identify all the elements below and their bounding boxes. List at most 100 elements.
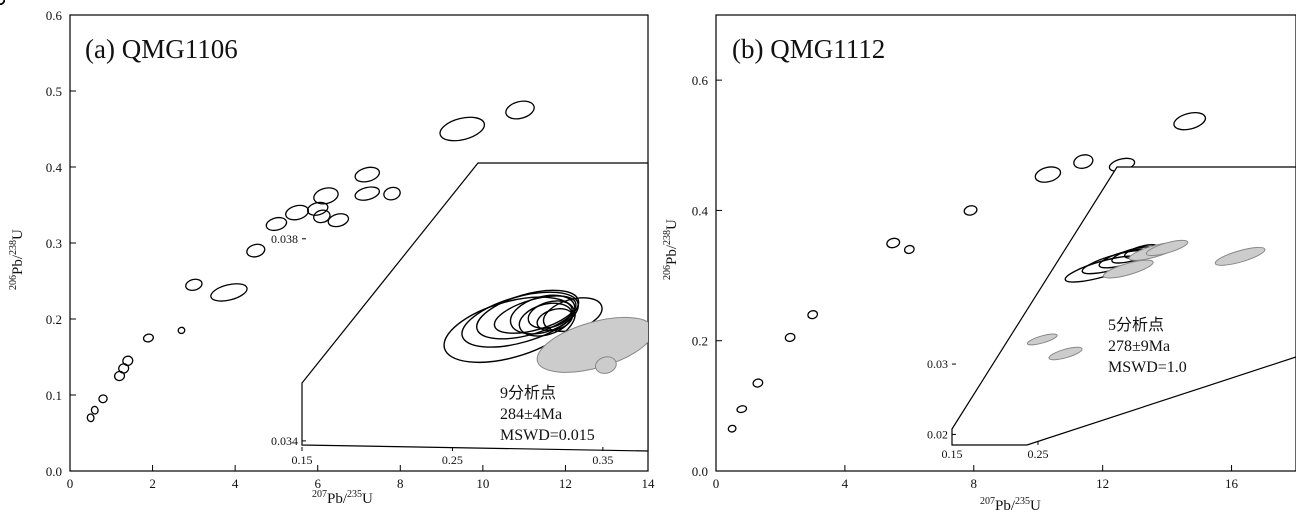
x-tick-label: 8 bbox=[971, 476, 978, 491]
y-tick-label: 0.6 bbox=[46, 8, 63, 23]
y-tick-label: 0.5 bbox=[46, 84, 62, 99]
data-ellipse bbox=[1073, 154, 1094, 169]
data-ellipse bbox=[1173, 112, 1207, 131]
y-tick-label: 0.3 bbox=[46, 236, 62, 251]
panel-a-axes: 0 2 4 6 8 10 12 14 0.0 0.1 0.2 0.3 0.4 0.5 0.6 bbox=[46, 8, 655, 491]
x-tick-label: 2 bbox=[149, 476, 156, 491]
y-tick-label: 0.0 bbox=[692, 464, 708, 479]
data-ellipse bbox=[383, 186, 401, 201]
inset-age-label: 220 bbox=[0, 0, 18, 3]
panel-b-inset-frame bbox=[951, 166, 1296, 446]
y-tick-label: 0.2 bbox=[46, 312, 62, 327]
inset-plot-area bbox=[443, 289, 648, 374]
concordia-age-label: 2600 bbox=[0, 0, 26, 3]
inset-age-label: 340 bbox=[0, 0, 18, 3]
concordia-age-label: 1000 bbox=[0, 0, 26, 3]
data-ellipse bbox=[177, 326, 186, 335]
panel-a-result-age: 284±4Ma bbox=[500, 406, 562, 423]
y-tick-label: 0.1 bbox=[46, 388, 62, 403]
panel-a: (a) QMG1106 0 2 4 6 8 10 12 14 0.0 0.1 0.2 0.3 0.4 0.… bbox=[0, 0, 655, 507]
data-ellipse bbox=[784, 332, 796, 343]
data-ellipse bbox=[118, 363, 130, 374]
data-ellipse bbox=[265, 216, 288, 232]
x-tick-label: 12 bbox=[559, 476, 572, 491]
inset-x-tick-label: 0.15 bbox=[292, 453, 313, 467]
data-ellipse bbox=[903, 244, 915, 255]
inset-age-label: 310 bbox=[0, 0, 18, 3]
data-ellipse bbox=[313, 209, 331, 224]
inset-data-ellipse bbox=[595, 356, 617, 374]
inset-age-label: 290 bbox=[0, 0, 18, 3]
panel-a-result-n: 9分析点 bbox=[500, 384, 556, 402]
panel-a-inset bbox=[301, 162, 649, 452]
inset-data-ellipse bbox=[1214, 246, 1266, 266]
panel-b-concordia: 10001400180022002600 bbox=[0, 0, 26, 5]
y-tick-label: 0.4 bbox=[692, 203, 709, 218]
concordia-age-label: 2200 bbox=[0, 0, 26, 3]
inset-data-ellipse bbox=[1145, 239, 1189, 257]
inset-x-tick-label: 0.25 bbox=[1028, 447, 1049, 461]
data-ellipse bbox=[354, 166, 381, 183]
inset-data-ellipse bbox=[1048, 346, 1083, 361]
concordia-age-label: 2600 bbox=[0, 0, 26, 3]
inset-y-tick-label: 0.034 bbox=[271, 434, 298, 448]
concordia-age-label: 1800 bbox=[0, 0, 26, 3]
inset-age-label: 300 bbox=[0, 0, 18, 3]
concordia-age-label: 1400 bbox=[0, 0, 26, 3]
data-ellipse bbox=[142, 333, 154, 343]
x-tick-label: 14 bbox=[642, 476, 656, 491]
y-tick-label: 0.2 bbox=[692, 334, 708, 349]
x-tick-label: 0 bbox=[713, 476, 720, 491]
data-ellipse bbox=[313, 187, 339, 205]
inset-y-tick-label: 0.02 bbox=[927, 427, 948, 441]
inset-y-tick-label: 0.03 bbox=[927, 357, 948, 371]
inset-data-ellipse bbox=[527, 300, 573, 329]
data-ellipse bbox=[113, 370, 126, 382]
data-ellipse bbox=[963, 205, 978, 216]
inset-data-ellipse bbox=[509, 294, 576, 335]
panel-b-inset-content: 180220260300340 0.15 0.25 0.02 0.03 bbox=[0, 0, 1266, 461]
inset-x-tick-label: 0.35 bbox=[592, 453, 613, 467]
panel-b-xlabel: 207Pb/235U bbox=[980, 496, 1041, 514]
data-ellipse bbox=[246, 243, 266, 258]
inset-data-ellipse bbox=[1026, 333, 1058, 346]
data-ellipse bbox=[439, 116, 486, 142]
data-ellipse bbox=[807, 310, 819, 320]
inset-data-ellipse bbox=[536, 308, 574, 332]
concordia-age-label: 1000 bbox=[0, 0, 26, 3]
data-ellipse bbox=[306, 201, 329, 216]
x-tick-label: 16 bbox=[1225, 476, 1239, 491]
x-tick-label: 12 bbox=[1096, 476, 1109, 491]
inset-x-tick-label: 0.15 bbox=[942, 447, 963, 461]
data-ellipse bbox=[98, 394, 108, 404]
inset-age-label: 180 bbox=[0, 0, 18, 3]
x-tick-label: 10 bbox=[476, 476, 489, 491]
concordia-age-label: 2200 bbox=[0, 0, 26, 3]
panel-a-ellipses bbox=[86, 100, 535, 423]
panel-a-inset-content: 230250270290310 0.15 0.25 0.35 0.034 0.038 bbox=[0, 0, 648, 467]
y-tick-label: 0.4 bbox=[46, 160, 63, 175]
data-ellipse bbox=[886, 237, 901, 249]
panel-a-inset-frame bbox=[301, 162, 649, 452]
inset-age-label: 260 bbox=[0, 0, 18, 3]
x-tick-label: 0 bbox=[67, 476, 74, 491]
data-ellipse bbox=[727, 424, 737, 433]
x-tick-label: 4 bbox=[842, 476, 849, 491]
inset-age-label: 230 bbox=[0, 0, 18, 3]
concordia-age-marker bbox=[0, 0, 5, 5]
concordia-age-label: 1400 bbox=[0, 0, 26, 3]
y-tick-label: 0.0 bbox=[46, 464, 62, 479]
panel-b-result-n: 5分析点 bbox=[1108, 316, 1164, 334]
panel-a-xlabel: 207Pb/235U bbox=[312, 489, 373, 507]
panel-b-frame bbox=[715, 14, 1296, 472]
panel-a-title: (a) QMG1106 bbox=[85, 34, 238, 64]
panel-b-axes: 0 4 8 12 16 0.0 0.2 0.4 0.6 bbox=[692, 73, 1239, 491]
inset-y-tick-label: 0.038 bbox=[271, 232, 298, 246]
data-ellipse bbox=[354, 186, 381, 201]
data-ellipse bbox=[1034, 166, 1062, 183]
inset-age-label: 250 bbox=[0, 0, 18, 3]
x-tick-label: 4 bbox=[232, 476, 239, 491]
inset-age-label: 270 bbox=[0, 0, 18, 3]
